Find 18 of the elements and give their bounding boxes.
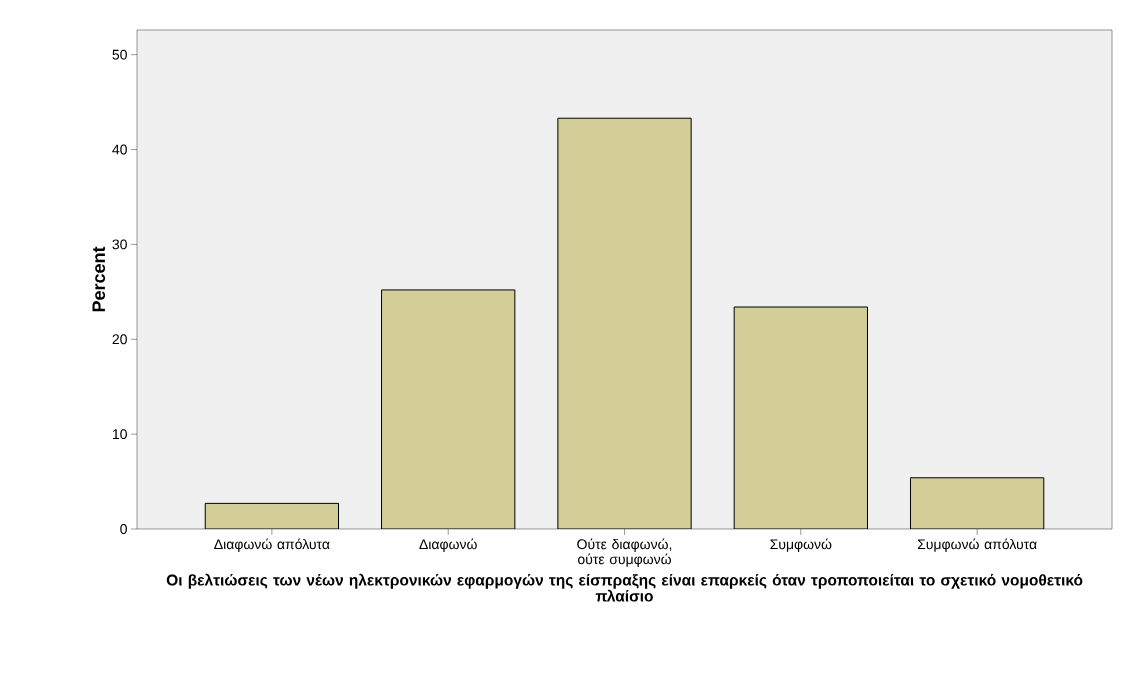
y-tick-label: 0 — [120, 524, 127, 534]
x-tick-label: Διαφωνώ — [419, 538, 477, 552]
x-axis-title: Οι βελτιώσεις των νέων ηλεκτρονικών εφαρμογών της είσπραξης είναι επαρκείς όταν τροποποιείται το σχετικό νομοθετικό πλαίσιο — [166, 573, 1083, 602]
y-tick-label: 40 — [112, 144, 127, 155]
bar — [205, 503, 339, 529]
y-tick-label: 50 — [112, 49, 127, 60]
bar — [733, 306, 868, 529]
x-tick-label: Συμφωνώ απόλυτα — [917, 538, 1037, 552]
y-tick-label: 30 — [112, 239, 127, 250]
bar — [381, 289, 516, 529]
x-tick-label: Διαφωνώ απόλυτα — [214, 538, 330, 552]
y-axis-title: Percent — [92, 246, 106, 312]
y-tick-label: 20 — [112, 334, 127, 345]
bar — [557, 117, 692, 529]
bar — [909, 477, 1045, 529]
x-tick-label: Ούτε διαφωνώ, ούτε συμφωνώ — [577, 538, 672, 567]
y-tick-label: 10 — [112, 429, 127, 440]
x-tick-label: Συμφωνώ — [770, 538, 832, 552]
